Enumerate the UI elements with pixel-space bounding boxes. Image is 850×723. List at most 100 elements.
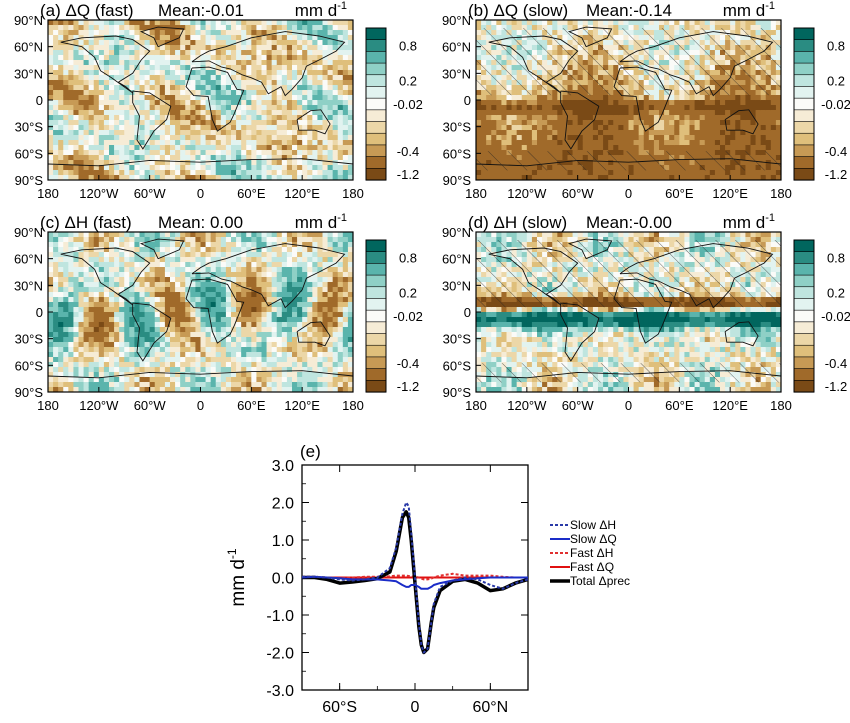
field-cell bbox=[603, 120, 609, 126]
field-cell bbox=[659, 25, 665, 31]
field-cell bbox=[78, 50, 84, 56]
field-cell bbox=[516, 100, 523, 106]
field-cell bbox=[154, 357, 161, 363]
colorbar-label: 0.2 bbox=[399, 74, 417, 89]
field-cell bbox=[225, 175, 232, 181]
field-cell bbox=[195, 232, 201, 238]
field-cell bbox=[170, 287, 176, 293]
field-cell bbox=[256, 150, 262, 156]
field-cell bbox=[103, 357, 110, 363]
field-cell bbox=[175, 232, 181, 238]
field-cell bbox=[220, 120, 227, 126]
field-cell bbox=[124, 292, 130, 298]
field-cell bbox=[266, 110, 273, 116]
field-cell bbox=[481, 135, 487, 141]
field-cell bbox=[180, 302, 186, 308]
field-cell bbox=[256, 145, 262, 151]
field-cell bbox=[720, 25, 726, 31]
field-cell bbox=[180, 282, 186, 288]
field-cell bbox=[129, 95, 135, 101]
field-cell bbox=[638, 130, 645, 136]
field-cell bbox=[332, 125, 339, 131]
field-cell bbox=[48, 140, 54, 146]
field-cell bbox=[149, 297, 156, 303]
field-cell bbox=[266, 95, 273, 101]
field-cell bbox=[73, 90, 79, 96]
field-cell bbox=[251, 160, 257, 166]
field-cell bbox=[129, 45, 135, 51]
field-cell bbox=[180, 90, 186, 96]
field-cell bbox=[608, 115, 614, 121]
field-cell bbox=[180, 45, 186, 51]
field-cell bbox=[342, 45, 349, 51]
field-cell bbox=[205, 60, 212, 66]
field-cell bbox=[603, 140, 609, 146]
field-cell bbox=[83, 312, 90, 318]
field-cell bbox=[109, 160, 115, 166]
field-cell bbox=[139, 150, 145, 156]
field-cell bbox=[68, 90, 74, 96]
field-cell bbox=[129, 145, 135, 151]
field-cell bbox=[210, 237, 217, 243]
field-cell bbox=[327, 55, 334, 61]
field-cell bbox=[760, 140, 767, 146]
field-cell bbox=[215, 160, 222, 166]
field-cell bbox=[603, 95, 609, 101]
field-cell bbox=[53, 237, 59, 243]
field-cell bbox=[93, 50, 100, 56]
field-cell bbox=[175, 145, 181, 151]
field-cell bbox=[740, 125, 746, 131]
field-cell bbox=[48, 337, 54, 343]
field-cell bbox=[486, 105, 492, 111]
field-cell bbox=[501, 115, 507, 121]
field-cell bbox=[180, 125, 186, 131]
field-cell bbox=[755, 110, 762, 116]
field-cell bbox=[521, 105, 528, 111]
field-cell bbox=[154, 302, 161, 308]
field-cell bbox=[236, 150, 242, 156]
field-cell bbox=[205, 282, 212, 288]
field-cell bbox=[276, 125, 283, 131]
field-cell bbox=[592, 130, 599, 136]
field-cell bbox=[139, 125, 145, 131]
field-cell bbox=[231, 65, 237, 71]
field-cell bbox=[68, 342, 74, 348]
field-cell bbox=[755, 105, 762, 111]
field-cell bbox=[195, 95, 201, 101]
field-cell bbox=[73, 105, 79, 111]
field-cell bbox=[200, 377, 206, 383]
field-cell bbox=[628, 110, 634, 116]
field-cell bbox=[48, 247, 54, 253]
field-cell bbox=[170, 327, 176, 333]
field-cell bbox=[730, 20, 736, 26]
field-cell bbox=[195, 272, 201, 278]
field-cell bbox=[53, 292, 59, 298]
colorbar-segment bbox=[793, 27, 815, 41]
field-cell bbox=[246, 20, 252, 26]
field-cell bbox=[103, 282, 110, 288]
field-cell bbox=[185, 125, 191, 131]
field-cell bbox=[124, 327, 130, 333]
field-cell bbox=[93, 80, 100, 86]
field-cell bbox=[679, 110, 685, 116]
field-cell bbox=[210, 135, 217, 141]
field-cell bbox=[261, 70, 267, 76]
field-cell bbox=[185, 35, 191, 41]
field-cell bbox=[699, 170, 706, 176]
field-cell bbox=[73, 322, 79, 328]
field-cell bbox=[159, 372, 166, 378]
field-cell bbox=[144, 105, 151, 111]
field-cell bbox=[149, 352, 156, 358]
field-cell bbox=[659, 95, 665, 101]
field-cell bbox=[48, 267, 54, 273]
field-cell bbox=[154, 80, 161, 86]
field-cell bbox=[537, 175, 543, 181]
field-cell bbox=[210, 55, 217, 61]
field-cell bbox=[322, 65, 328, 71]
field-cell bbox=[286, 60, 293, 66]
field-cell bbox=[684, 20, 690, 26]
field-cell bbox=[276, 105, 283, 111]
field-cell bbox=[587, 95, 594, 101]
field-cell bbox=[119, 287, 125, 293]
field-cell bbox=[327, 20, 334, 26]
